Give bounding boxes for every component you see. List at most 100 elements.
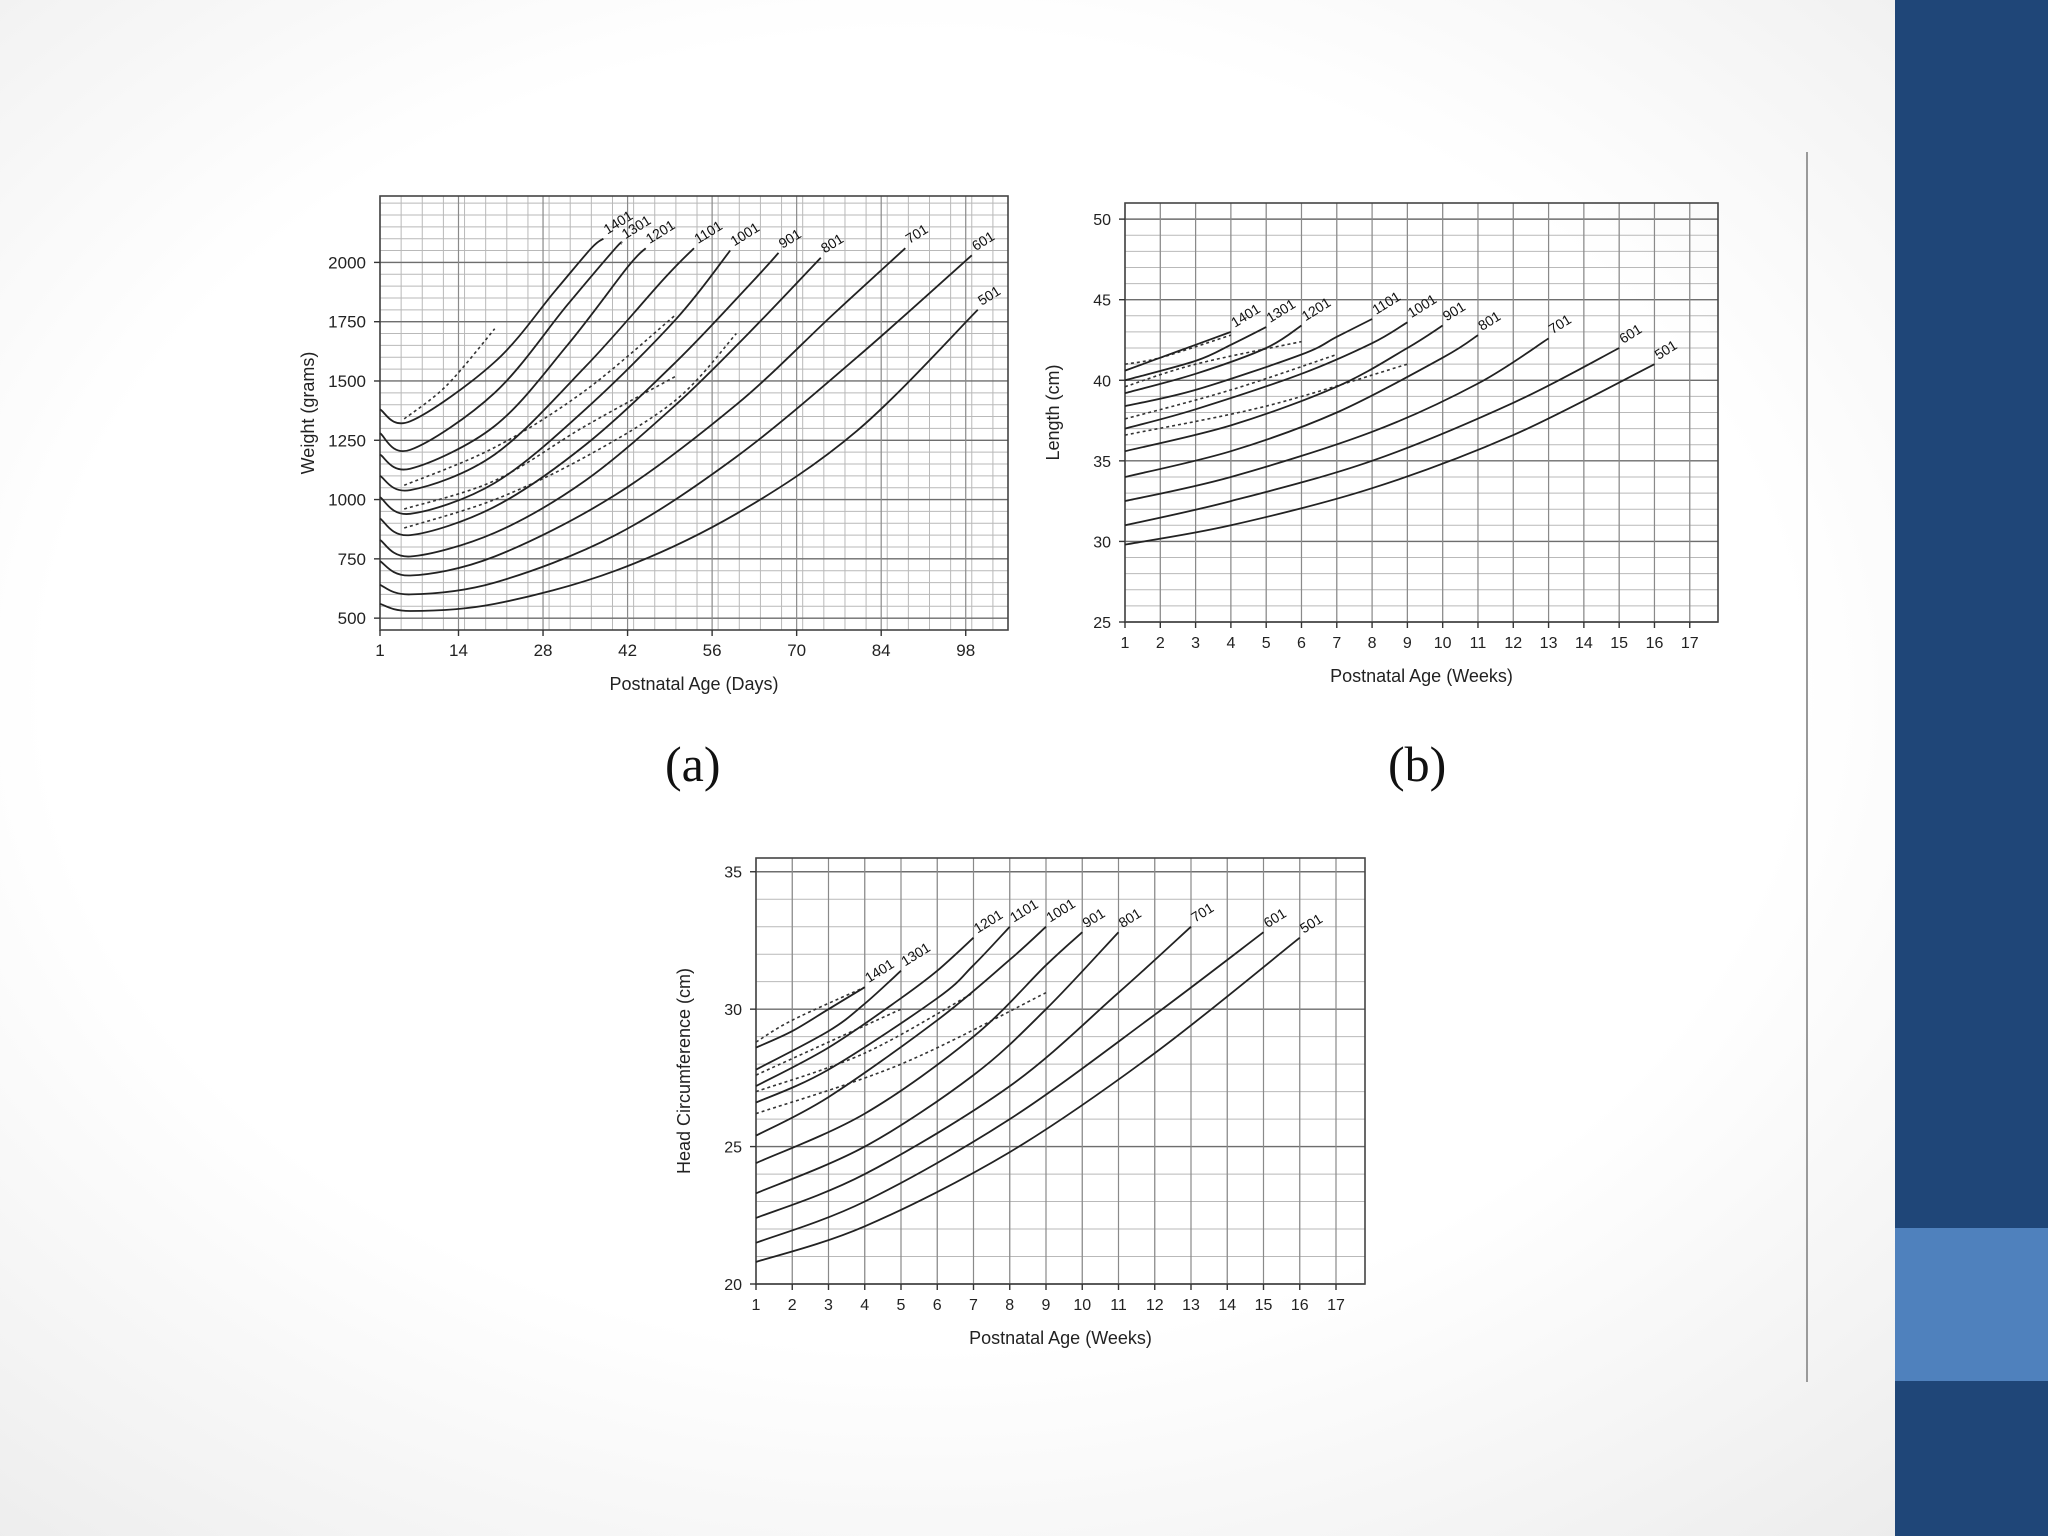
- head-series-line-901: [755, 931, 1083, 1164]
- length-x-tick-label: 5: [1262, 635, 1271, 652]
- length-series-line-1301: [1124, 326, 1267, 382]
- head-x-tick-label: 13: [1182, 1297, 1200, 1314]
- weight-reference-line-1: [403, 375, 677, 510]
- head-x-tick-label: 15: [1255, 1297, 1273, 1314]
- head-reference-line-0: [755, 991, 1047, 1115]
- length-series-label-1301: 1301: [1263, 295, 1298, 325]
- length-x-tick-label: 16: [1646, 635, 1664, 652]
- head-series-label-1201: 1201: [971, 906, 1006, 936]
- weight-series-line-1101: [379, 247, 695, 492]
- head-x-tick-label: 17: [1327, 1297, 1345, 1314]
- length-series-label-701: 701: [1546, 311, 1574, 337]
- head-series-label-1101: 1101: [1007, 896, 1041, 926]
- weight-series-label-801: 801: [818, 230, 846, 256]
- head-y-tick-label: 25: [724, 1140, 742, 1157]
- head-x-tick-label: 4: [860, 1297, 869, 1314]
- head-x-tick-label: 10: [1073, 1297, 1091, 1314]
- length-series-line-1201: [1124, 324, 1302, 395]
- weight-series-line-901: [379, 252, 780, 537]
- head-series-label-1401: 1401: [862, 956, 897, 986]
- length-series-label-901: 901: [1440, 298, 1468, 324]
- weight-x-axis-label: Postnatal Age (Days): [609, 674, 778, 694]
- length-x-tick-label: 4: [1226, 635, 1235, 652]
- weight-series-label-901: 901: [776, 225, 804, 251]
- weight-reference-line-2: [403, 313, 677, 487]
- length-x-tick-label: 17: [1681, 635, 1699, 652]
- weight-x-tick-label: 42: [618, 641, 637, 660]
- head-x-tick-label: 2: [788, 1297, 797, 1314]
- head-x-tick-label: 9: [1042, 1297, 1051, 1314]
- weight-plot-frame: [379, 195, 1009, 631]
- sidebar-accent-block: [1895, 1228, 2048, 1381]
- weight-series-label-501: 501: [975, 282, 1003, 308]
- head-series-line-601: [755, 931, 1265, 1244]
- weight-y-tick-label: 2000: [328, 253, 366, 272]
- head-y-tick-label: 30: [724, 1002, 742, 1019]
- length-y-axis-label: Length (cm): [1043, 364, 1063, 460]
- head-series-label-801: 801: [1116, 905, 1144, 931]
- weight-series-line-801: [379, 257, 822, 558]
- weight-series-line-701: [379, 247, 906, 577]
- head-x-tick-label: 3: [824, 1297, 833, 1314]
- length-x-tick-label: 8: [1368, 635, 1377, 652]
- head-series-line-1001: [755, 926, 1047, 1137]
- length-y-tick-label: 40: [1093, 373, 1111, 390]
- length-y-tick-label: 50: [1093, 212, 1111, 229]
- head-plot-frame: [755, 857, 1366, 1285]
- head-series-label-601: 601: [1261, 905, 1289, 931]
- weight-x-tick-label: 70: [787, 641, 806, 660]
- length-x-tick-label: 2: [1156, 635, 1165, 652]
- length-series-line-1101: [1124, 318, 1373, 407]
- head-y-axis-label: Head Circumference (cm): [674, 968, 694, 1174]
- weight-series-label-1301: 1301: [619, 212, 654, 242]
- head-series-line-1201: [755, 937, 975, 1087]
- length-series-line-701: [1124, 337, 1550, 502]
- head-x-tick-label: 16: [1291, 1297, 1309, 1314]
- head-x-tick-label: 7: [969, 1297, 978, 1314]
- weight-series-line-1401: [379, 237, 604, 425]
- weight-series-line-1201: [379, 247, 647, 471]
- head-series-line-801: [755, 931, 1120, 1195]
- weight-x-tick-label: 28: [534, 641, 553, 660]
- length-x-tick-label: 7: [1332, 635, 1341, 652]
- length-x-tick-label: 14: [1575, 635, 1593, 652]
- length-reference-line-1: [1124, 353, 1338, 420]
- weight-x-tick-label: 56: [703, 641, 722, 660]
- weight-chart-group: 1 14 28 42 56 70 84 98 500 750 1000 1250 1500 1750 200…: [298, 195, 1009, 694]
- head-y-tick-label: 35: [724, 865, 742, 882]
- panel-label-b: (b): [1388, 736, 1447, 792]
- length-plot-frame: [1124, 202, 1719, 623]
- length-series-label-1201: 1201: [1299, 294, 1334, 324]
- weight-y-tick-label: 500: [338, 609, 366, 628]
- head-x-tick-label: 14: [1218, 1297, 1236, 1314]
- length-reference-line-2: [1124, 340, 1302, 388]
- length-x-tick-label: 3: [1191, 635, 1200, 652]
- weight-y-tick-label: 1500: [328, 372, 366, 391]
- length-x-tick-label: 1: [1121, 635, 1130, 652]
- length-reference-line-3: [1124, 334, 1232, 365]
- head-x-tick-label: 8: [1005, 1297, 1014, 1314]
- length-y-tick-label: 35: [1093, 454, 1111, 471]
- head-series-label-501: 501: [1297, 910, 1325, 936]
- length-series-label-501: 501: [1652, 337, 1680, 363]
- head-reference-line-1: [755, 991, 974, 1093]
- length-x-tick-label: 13: [1540, 635, 1558, 652]
- length-series-label-1101: 1101: [1369, 288, 1403, 318]
- weight-y-tick-label: 1750: [328, 313, 366, 332]
- weight-reference-line-0: [403, 333, 737, 529]
- length-series-line-901: [1124, 324, 1444, 453]
- weight-x-tick-label: 14: [449, 641, 468, 660]
- length-x-tick-label: 15: [1610, 635, 1628, 652]
- weight-x-tick-label: 1: [375, 641, 384, 660]
- head-x-tick-label: 12: [1146, 1297, 1164, 1314]
- weight-series-line-601: [379, 254, 973, 596]
- head-series-label-701: 701: [1188, 899, 1216, 925]
- length-series-line-1001: [1124, 321, 1408, 430]
- length-x-tick-label: 10: [1434, 635, 1452, 652]
- length-x-axis-label: Postnatal Age (Weeks): [1330, 666, 1513, 686]
- weight-y-axis-label: Weight (grams): [298, 352, 318, 475]
- weight-y-tick-label: 1250: [328, 431, 366, 450]
- length-y-tick-label: 25: [1093, 615, 1111, 632]
- length-series-label-1001: 1001: [1404, 291, 1439, 321]
